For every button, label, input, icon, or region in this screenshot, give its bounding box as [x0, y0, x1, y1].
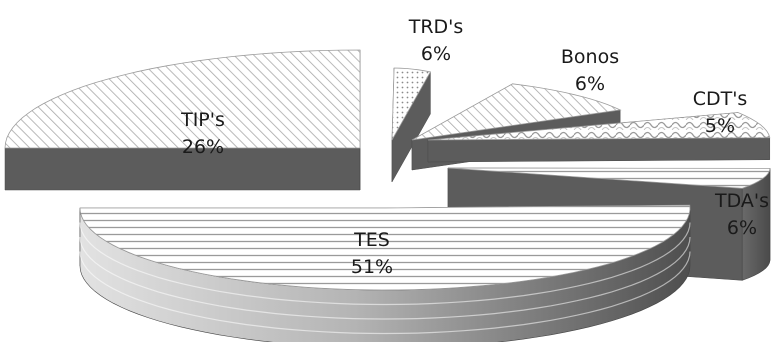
slice-tes	[79, 204, 691, 342]
slice-wall	[427, 137, 771, 163]
category-label-tip-s: TIP's	[180, 109, 225, 131]
value-label-cdt-s: 5%	[705, 115, 735, 137]
slice-labels: TRD's 6% Bonos 6% CDT's 5% TIP's 26% TDA's 6% TES 5…	[180, 16, 769, 278]
pie-slices	[4, 49, 771, 342]
slice-top	[447, 167, 771, 189]
slice-top	[4, 49, 361, 149]
value-label-tes: 51%	[351, 256, 393, 278]
value-label-bonos: 6%	[575, 73, 605, 95]
slice-top	[391, 67, 432, 141]
slice-trd-s	[391, 67, 432, 183]
category-label-trd-s: TRD's	[408, 16, 464, 38]
slice-tip-s	[4, 49, 361, 191]
slice-top	[411, 83, 622, 141]
slice-top	[79, 204, 691, 291]
side-rib	[79, 236, 691, 320]
side-rib	[79, 222, 691, 306]
category-label-cdt-s: CDT's	[693, 88, 748, 110]
side-rib	[79, 251, 691, 335]
slice-top	[427, 112, 771, 141]
category-label-bonos: Bonos	[561, 46, 619, 68]
category-label-tda-s: TDA's	[714, 190, 769, 212]
slice-cdt-s	[427, 112, 771, 163]
category-label-tes: TES	[353, 229, 390, 251]
value-label-tda-s: 6%	[727, 217, 757, 239]
value-label-trd-s: 6%	[421, 43, 451, 65]
value-label-tip-s: 26%	[182, 136, 224, 158]
